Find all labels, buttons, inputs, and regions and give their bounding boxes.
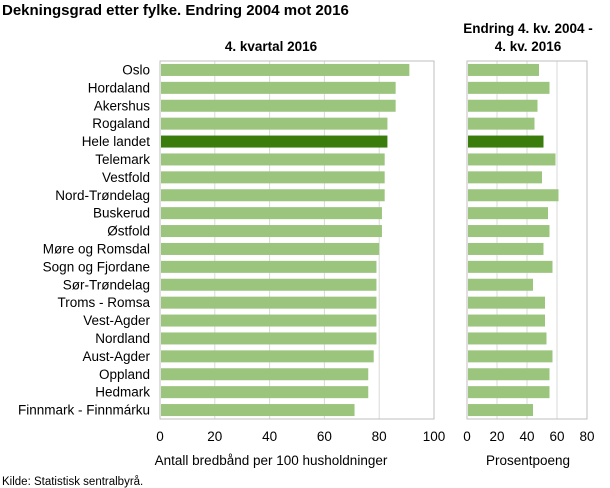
right-x-tick-label: 20 [489,429,504,444]
right-bar [468,386,550,399]
right-bar [468,99,538,112]
category-label: Nord-Trøndelag [55,188,150,203]
category-label: Hedmark [95,385,150,400]
right-bars [468,63,559,417]
left-bar [161,153,385,166]
left-x-tick-label: 20 [207,429,222,444]
category-label: Hele landet [82,134,151,149]
right-bar [468,314,545,327]
left-bar [161,117,388,130]
category-label: Vestfold [102,170,150,185]
left-bar [161,260,377,273]
left-bar [161,189,385,202]
right-bar [468,225,550,238]
right-bar [468,368,550,381]
right-bar [468,135,544,148]
right-panel-frame [466,60,588,420]
left-bar [161,368,369,381]
left-bar [161,404,355,417]
left-x-tick-label: 80 [372,429,387,444]
category-label: Vest-Agder [83,313,150,328]
right-x-tick-label: 0 [463,429,471,444]
category-label: Oppland [99,367,150,382]
category-label: Telemark [95,152,150,167]
left-bar [161,242,380,255]
left-x-tick-label: 60 [317,429,332,444]
left-bar [161,225,382,238]
category-label: Akershus [94,98,151,113]
category-label: Hordaland [88,80,150,95]
category-label: Oslo [122,62,150,77]
category-label: Buskerud [93,206,150,221]
right-x-tick-label: 80 [579,429,594,444]
left-bar [161,296,377,309]
right-bar [468,171,542,184]
left-bars [161,63,410,417]
category-label: Sør-Trøndelag [63,277,150,292]
category-label: Møre og Romsdal [43,241,150,256]
right-bar [468,207,548,220]
right-bar [468,404,533,417]
right-panel-title-line2: 4. kv. 2016 [495,39,562,54]
left-bar [161,171,385,184]
right-bar [468,278,533,291]
category-label: Rogaland [92,116,150,131]
right-x-tick-label: 40 [519,429,534,444]
right-x-tick-labels: 0 20 40 60 80 [463,429,594,444]
left-bar [161,314,377,327]
category-label: Nordland [95,331,150,346]
source-note: Kilde: Statistisk sentralbyrå. [2,476,143,488]
right-bar [468,63,539,76]
left-panel-frame [159,60,435,420]
left-bar [161,278,377,291]
left-x-axis-label: Antall bredbånd per 100 husholdninger [155,453,388,468]
left-x-tick-label: 100 [423,429,446,444]
right-bar [468,81,550,94]
left-bar [161,135,388,148]
left-gridlines [214,61,380,419]
left-bar [161,81,396,94]
right-bar [468,153,556,166]
left-bar [161,332,377,345]
category-label: Sogn og Fjordane [43,259,150,274]
left-bar [161,350,374,363]
left-x-tick-label: 40 [262,429,277,444]
left-bar [161,207,382,220]
left-bar [161,99,396,112]
category-label: Finnmark - Finnmárku [18,403,150,418]
right-bar [468,117,535,130]
category-labels: Oslo Hordaland Akershus Rogaland Hele landet… [18,62,151,417]
right-gridlines [496,61,558,419]
category-label: Aust-Agder [82,349,150,364]
right-bar [468,350,553,363]
left-x-tick-labels: 0 20 40 60 80 100 [156,429,445,444]
left-bar [161,386,369,399]
chart-title: Dekningsgrad etter fylke. Endring 2004 m… [2,2,349,19]
right-bar [468,296,545,309]
left-bar [161,63,410,76]
right-bar [468,332,547,345]
right-bar [468,260,553,273]
right-x-tick-label: 60 [549,429,564,444]
category-label: Troms - Romsa [57,295,150,310]
left-x-tick-label: 0 [156,429,164,444]
left-panel-title: 4. kvartal 2016 [225,39,318,54]
right-x-axis-label: Prosentpoeng [486,453,570,468]
right-panel-title-line1: Endring 4. kv. 2004 - [463,21,593,36]
right-bar [468,242,544,255]
category-label: Østfold [107,224,150,239]
right-bar [468,189,559,202]
